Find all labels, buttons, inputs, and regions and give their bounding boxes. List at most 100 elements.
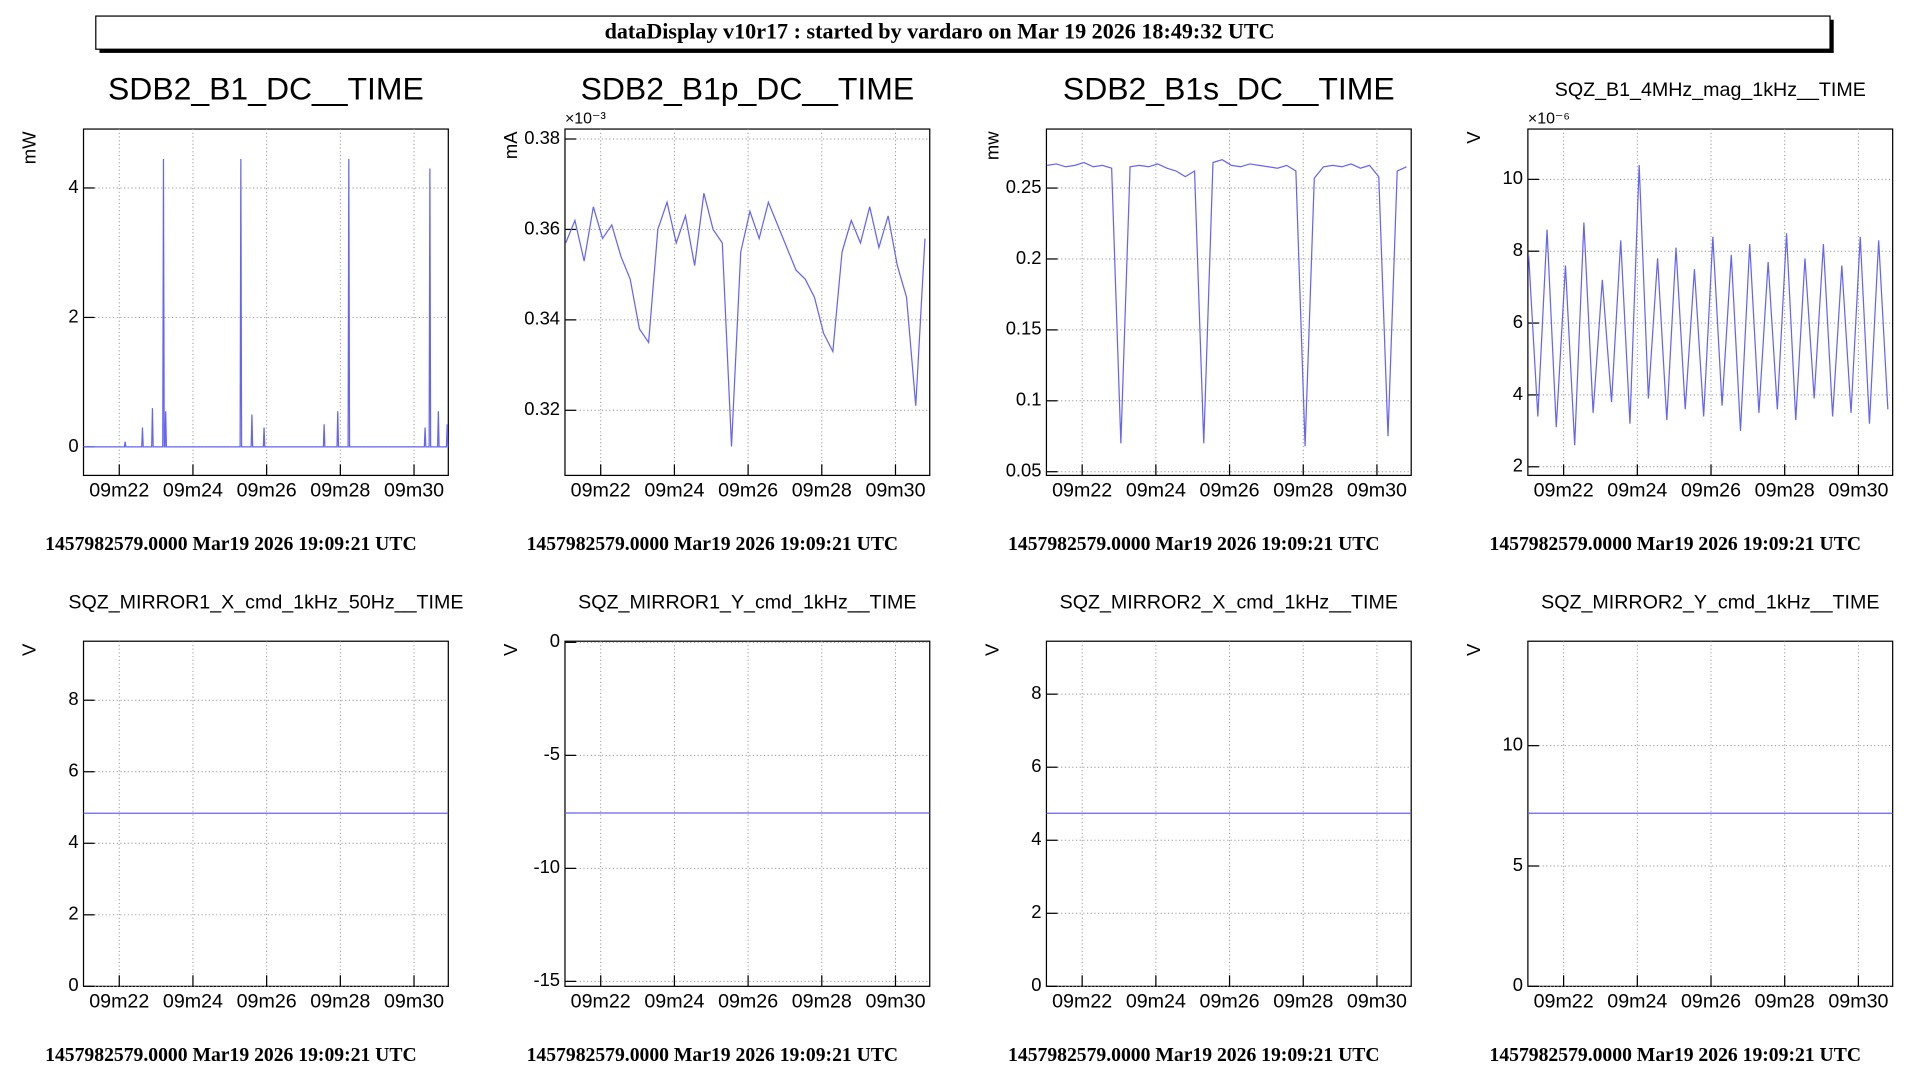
x-tick-label: 09m30 [384, 480, 444, 502]
x-tick-label: 09m28 [792, 480, 852, 502]
x-tick-label: 09m22 [1052, 480, 1112, 502]
y-tick-label: 10 [1502, 167, 1522, 188]
y-tick-label: 8 [1031, 682, 1041, 703]
y-tick-label: 6 [1513, 311, 1523, 332]
chart-title: SDB2_B1p_DC__TIME [581, 70, 915, 106]
x-tick-label: 09m26 [718, 990, 778, 1012]
x-tick-label: 09m30 [1347, 480, 1407, 502]
data-line [83, 158, 449, 448]
x-tick-label: 09m22 [571, 990, 631, 1012]
y-tick-label: 8 [1513, 239, 1523, 260]
y-axis-label: V [1463, 131, 1484, 144]
x-tick-label: 09m26 [1200, 480, 1260, 502]
data-line [565, 193, 926, 447]
footer-text: 1457982579.0000 Mar19 2026 19:09:21 UTC [45, 1044, 417, 1066]
data-line [1528, 164, 1889, 446]
footer-text: 1457982579.0000 Mar19 2026 19:09:21 UTC [1490, 533, 1862, 555]
plot-frame [1045, 128, 1412, 477]
plot-frame [1527, 128, 1894, 477]
y-axis-label: mA [500, 131, 521, 159]
y-axis-label: mw [981, 131, 1002, 160]
footer-text: 1457982579.0000 Mar19 2026 19:09:21 UTC [1008, 1044, 1380, 1066]
y-tick-label: 4 [68, 176, 78, 197]
x-tick-label: 09m26 [718, 480, 778, 502]
y-tick-label: 0 [68, 974, 78, 995]
x-tick-label: 09m28 [792, 990, 852, 1012]
footer-text: 1457982579.0000 Mar19 2026 19:09:21 UTC [527, 533, 899, 555]
y-tick-label: -10 [533, 856, 560, 877]
y-tick-label: 4 [1031, 828, 1041, 849]
header-title: dataDisplay v10r17 : started by vardaro … [605, 18, 1275, 43]
data-line [1047, 159, 1407, 447]
x-tick-label: 09m22 [1534, 480, 1594, 502]
x-tick-label: 09m28 [310, 480, 370, 502]
x-tick-label: 09m24 [1126, 990, 1186, 1012]
x-tick-label: 09m28 [1273, 480, 1333, 502]
footer-text: 1457982579.0000 Mar19 2026 19:09:21 UTC [1490, 1044, 1862, 1066]
y-tick-label: 8 [68, 688, 78, 709]
x-tick-label: 09m30 [865, 990, 925, 1012]
x-tick-label: 09m24 [1126, 480, 1186, 502]
x-tick-label: 09m22 [89, 480, 149, 502]
y-tick-label: 0 [68, 435, 78, 456]
y-tick-label: 5 [1513, 854, 1523, 875]
x-tick-label: 09m22 [1534, 990, 1594, 1012]
y-exponent: ×10⁻³ [565, 110, 606, 127]
chart-title: SQZ_MIRROR2_Y_cmd_1kHz__TIME [1541, 591, 1879, 613]
plot-frame [82, 128, 449, 477]
x-tick-label: 09m24 [644, 480, 704, 502]
plot-frame [564, 640, 931, 987]
y-axis-label: V [19, 643, 40, 656]
y-tick-label: 0 [1513, 974, 1523, 995]
y-tick-label: 2 [1031, 901, 1041, 922]
y-tick-label: 10 [1502, 734, 1522, 755]
y-tick-label: 2 [68, 903, 78, 924]
y-axis-label: V [1463, 643, 1484, 656]
x-tick-label: 09m26 [1681, 480, 1741, 502]
chart-title: SQZ_MIRROR1_Y_cmd_1kHz__TIME [578, 591, 916, 613]
y-tick-label: 0.15 [1006, 318, 1042, 339]
x-tick-label: 09m24 [644, 990, 704, 1012]
chart-title: SDB2_B1s_DC__TIME [1063, 70, 1395, 106]
x-tick-label: 09m26 [1200, 990, 1260, 1012]
y-tick-label: 4 [1513, 383, 1523, 404]
y-tick-label: 0.32 [524, 398, 560, 419]
x-tick-label: 09m26 [237, 990, 297, 1012]
y-tick-label: 0.34 [524, 308, 560, 329]
x-tick-label: 09m24 [1607, 990, 1667, 1012]
y-tick-label: 0.25 [1006, 176, 1042, 197]
y-tick-label: 2 [68, 305, 78, 326]
x-tick-label: 09m28 [310, 990, 370, 1012]
y-tick-label: 0.36 [524, 217, 560, 238]
x-tick-label: 09m30 [1828, 990, 1888, 1012]
y-axis-label: V [981, 643, 1002, 656]
y-tick-label: 0.1 [1016, 389, 1042, 410]
chart-title: SQZ_MIRROR1_X_cmd_1kHz_50Hz__TIME [68, 591, 463, 613]
x-tick-label: 09m24 [1607, 480, 1667, 502]
chart-title: SDB2_B1_DC__TIME [108, 70, 424, 106]
y-tick-label: 0.38 [524, 127, 560, 148]
y-exponent: ×10⁻⁶ [1528, 110, 1570, 127]
x-tick-label: 09m30 [384, 990, 444, 1012]
footer-text: 1457982579.0000 Mar19 2026 19:09:21 UTC [1008, 533, 1380, 555]
y-tick-label: 0.2 [1016, 247, 1042, 268]
y-tick-label: 0 [1031, 974, 1041, 995]
x-tick-label: 09m22 [571, 480, 631, 502]
x-tick-label: 09m28 [1273, 990, 1333, 1012]
y-tick-label: 6 [1031, 755, 1041, 776]
x-tick-label: 09m30 [865, 480, 925, 502]
x-tick-label: 09m30 [1828, 480, 1888, 502]
chart-title: SQZ_MIRROR2_X_cmd_1kHz__TIME [1060, 591, 1398, 613]
x-tick-label: 09m22 [89, 990, 149, 1012]
y-tick-label: 4 [68, 831, 78, 852]
y-tick-label: 2 [1513, 455, 1523, 476]
header-box [95, 15, 1831, 50]
y-tick-label: -15 [533, 969, 560, 990]
x-tick-label: 09m28 [1755, 990, 1815, 1012]
footer-text: 1457982579.0000 Mar19 2026 19:09:21 UTC [45, 533, 417, 555]
y-tick-label: 6 [68, 760, 78, 781]
x-tick-label: 09m28 [1755, 480, 1815, 502]
x-tick-label: 09m24 [163, 990, 223, 1012]
y-axis-label: V [500, 643, 521, 656]
